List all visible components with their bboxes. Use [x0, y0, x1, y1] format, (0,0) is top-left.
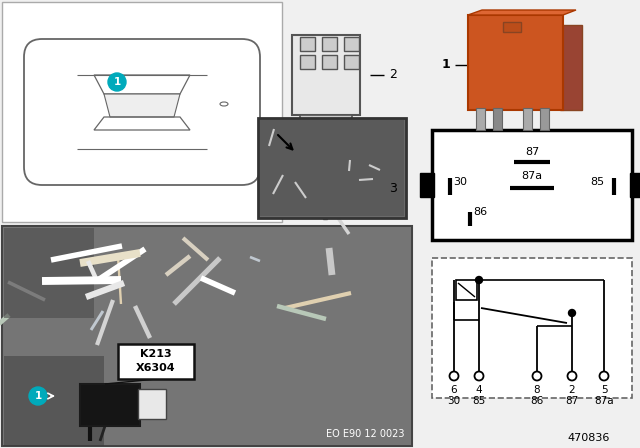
- Text: 1: 1: [35, 391, 42, 401]
- Bar: [2, 226, 412, 446]
- Text: 6: 6: [451, 385, 458, 395]
- Bar: [493, 108, 502, 130]
- Bar: [292, 35, 360, 115]
- Text: 87: 87: [565, 396, 579, 406]
- Bar: [314, 183, 336, 195]
- Bar: [540, 108, 549, 130]
- Bar: [456, 280, 477, 300]
- Bar: [344, 37, 359, 51]
- Bar: [322, 37, 337, 51]
- Circle shape: [476, 276, 483, 284]
- Ellipse shape: [220, 102, 228, 106]
- Bar: [336, 163, 344, 173]
- Text: 4: 4: [476, 385, 483, 395]
- Text: 30: 30: [447, 396, 461, 406]
- Text: 1: 1: [441, 59, 450, 72]
- Bar: [630, 173, 640, 197]
- Text: 85: 85: [590, 177, 604, 187]
- Bar: [503, 22, 521, 32]
- Bar: [260, 120, 404, 216]
- Bar: [138, 389, 166, 419]
- Text: 1: 1: [113, 77, 120, 87]
- Bar: [523, 108, 532, 130]
- Bar: [321, 195, 329, 211]
- FancyBboxPatch shape: [468, 15, 563, 110]
- Text: EO E90 12 0023: EO E90 12 0023: [326, 429, 404, 439]
- Text: 2: 2: [389, 69, 397, 82]
- Text: 8: 8: [534, 385, 540, 395]
- Bar: [323, 211, 327, 219]
- Bar: [334, 137, 346, 165]
- Bar: [432, 258, 632, 398]
- Bar: [4, 356, 104, 446]
- Bar: [560, 25, 582, 110]
- Bar: [300, 37, 315, 51]
- Circle shape: [108, 73, 126, 91]
- Bar: [344, 55, 359, 69]
- Text: 5: 5: [601, 385, 607, 395]
- Bar: [80, 384, 140, 426]
- Bar: [300, 115, 352, 137]
- Bar: [258, 118, 406, 218]
- Bar: [118, 344, 194, 379]
- Polygon shape: [468, 10, 576, 15]
- Bar: [300, 55, 315, 69]
- Text: 3: 3: [389, 182, 397, 195]
- Text: X6304: X6304: [136, 363, 176, 373]
- Bar: [322, 55, 337, 69]
- Text: 30: 30: [453, 177, 467, 187]
- Bar: [420, 173, 434, 197]
- FancyBboxPatch shape: [24, 39, 260, 185]
- Text: 470836: 470836: [568, 433, 610, 443]
- Bar: [432, 130, 632, 240]
- Text: 86: 86: [473, 207, 487, 217]
- Bar: [4, 228, 94, 318]
- Bar: [2, 2, 282, 222]
- Text: 87a: 87a: [594, 396, 614, 406]
- Polygon shape: [104, 94, 180, 117]
- Text: 87a: 87a: [522, 171, 543, 181]
- Bar: [308, 137, 320, 165]
- Circle shape: [568, 310, 575, 316]
- Bar: [476, 108, 485, 130]
- Text: K213: K213: [140, 349, 172, 359]
- Text: 2: 2: [569, 385, 575, 395]
- Bar: [3, 227, 411, 445]
- Circle shape: [29, 387, 47, 405]
- Bar: [310, 163, 318, 173]
- Text: 86: 86: [531, 396, 543, 406]
- Text: 87: 87: [525, 147, 539, 157]
- Text: 85: 85: [472, 396, 486, 406]
